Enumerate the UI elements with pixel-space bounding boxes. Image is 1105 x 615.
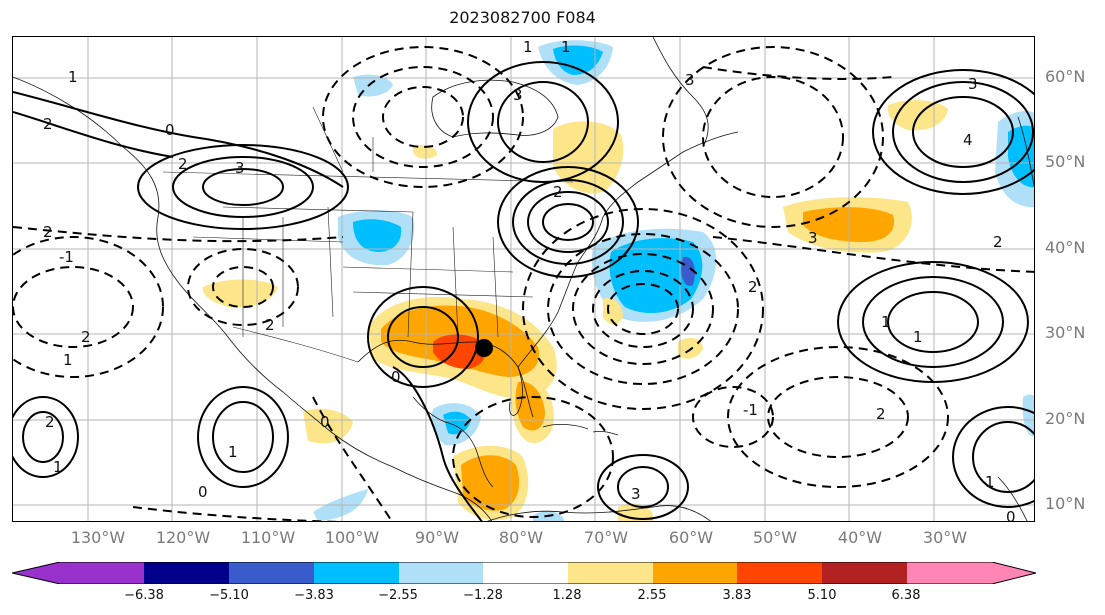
lon-label-120w: 120°W: [155, 528, 211, 547]
colorbar-tick: −6.38: [124, 588, 164, 603]
colorbar-segment: [992, 562, 1036, 584]
contour-label: 3: [513, 86, 523, 104]
colorbar-segment: [12, 562, 60, 584]
contour-label: -1: [743, 401, 758, 419]
map-svg: 1 2 0 2 3 -1 2 1 1 3 3 2 3 4 2 1 2 3 2 1: [13, 37, 1034, 522]
lon-label-110w: 110°W: [240, 528, 296, 547]
contour-label: 2: [43, 115, 53, 133]
contour-label: 3: [631, 485, 641, 503]
contour-label: 1: [228, 443, 238, 461]
lon-label-80w: 80°W: [498, 528, 544, 547]
map-panel: 1 2 0 2 3 -1 2 1 1 3 3 2 3 4 2 1 2 3 2 1: [12, 36, 1035, 522]
colorbar-segment: [314, 562, 399, 584]
colorbar-tick: 2.55: [637, 588, 667, 603]
contour-label: 2: [553, 183, 563, 201]
colorbar-segment: [60, 562, 148, 584]
colorbar-tick: −1.28: [463, 588, 503, 603]
colorbar-tick: 5.10: [807, 588, 837, 603]
contour-label: 2: [45, 413, 55, 431]
dashed-contours: [13, 46, 1034, 521]
colorbar-segment: [907, 562, 992, 584]
colorbar-tick: 3.83: [722, 588, 752, 603]
lon-label-40w: 40°W: [837, 528, 883, 547]
storm-center-marker: [475, 339, 493, 357]
colorbar-tick: 6.38: [891, 588, 921, 603]
contour-label: 0: [1006, 508, 1016, 522]
colorbar-segment: [229, 562, 314, 584]
colorbar-segment: [737, 562, 822, 584]
lat-label-50n: 50°N: [1045, 152, 1086, 171]
contour-label: 0: [391, 368, 401, 386]
colorbar-tick: −3.83: [294, 588, 334, 603]
contour-label: 0: [198, 483, 208, 501]
lat-label-60n: 60°N: [1045, 67, 1086, 86]
figure-title: 2023082700 F084: [449, 8, 596, 27]
colorbar-segment: [483, 562, 568, 584]
lat-label-10n: 10°N: [1045, 494, 1086, 513]
contour-label: 1: [881, 313, 891, 331]
contour-label: 1: [68, 68, 78, 86]
lat-label-30n: 30°N: [1045, 323, 1086, 342]
lon-label-70w: 70°W: [583, 528, 629, 547]
contour-label: 2: [43, 223, 53, 241]
lat-label-20n: 20°N: [1045, 409, 1086, 428]
colorbar-segment: [822, 562, 907, 584]
contour-label: 1: [63, 351, 73, 369]
contour-label: 4: [963, 131, 973, 149]
contour-label: 1: [985, 473, 995, 491]
shaded-anomalies: [202, 40, 1034, 521]
contour-label: 2: [876, 405, 886, 423]
colorbar-segment: [568, 562, 653, 584]
lon-label-60w: 60°W: [668, 528, 714, 547]
colorbar: [12, 562, 1036, 584]
contour-label: 1: [913, 328, 923, 346]
contour-label: -1: [59, 248, 74, 266]
contour-label: 1: [561, 38, 571, 56]
coastlines: [13, 37, 1034, 521]
colorbar-segment: [653, 562, 737, 584]
lat-label-40n: 40°N: [1045, 238, 1086, 257]
contour-label: 1: [523, 38, 533, 56]
contour-label: 0: [165, 121, 175, 139]
lon-label-130w: 130°W: [70, 528, 126, 547]
contour-label: 2: [178, 155, 188, 173]
lon-label-50w: 50°W: [752, 528, 798, 547]
lon-label-100w: 100°W: [324, 528, 380, 547]
colorbar-segment: [399, 562, 483, 584]
colorbar-tick: 1.28: [552, 588, 582, 603]
contour-label: 1: [53, 458, 63, 476]
contour-label: 2: [81, 328, 91, 346]
contour-label: 3: [685, 71, 695, 89]
lon-label-30w: 30°W: [922, 528, 968, 547]
colorbar-tick: −2.55: [378, 588, 418, 603]
gridlines: [13, 37, 1034, 521]
colorbar-segment: [144, 562, 229, 584]
contour-label-group: 1 2 0 2 3 -1 2 1 1 3 3 2 3 4 2 1 2 3 2 1: [43, 38, 1016, 522]
contour-label: 2: [993, 233, 1003, 251]
contour-label: 3: [235, 159, 245, 177]
contour-label: 2: [748, 278, 758, 296]
lon-label-90w: 90°W: [414, 528, 460, 547]
contour-label: 3: [968, 75, 978, 93]
contour-label: 3: [808, 229, 818, 247]
colorbar-tick: −5.10: [209, 588, 249, 603]
contour-label: 0: [320, 413, 330, 431]
contour-label: 2: [265, 316, 275, 334]
